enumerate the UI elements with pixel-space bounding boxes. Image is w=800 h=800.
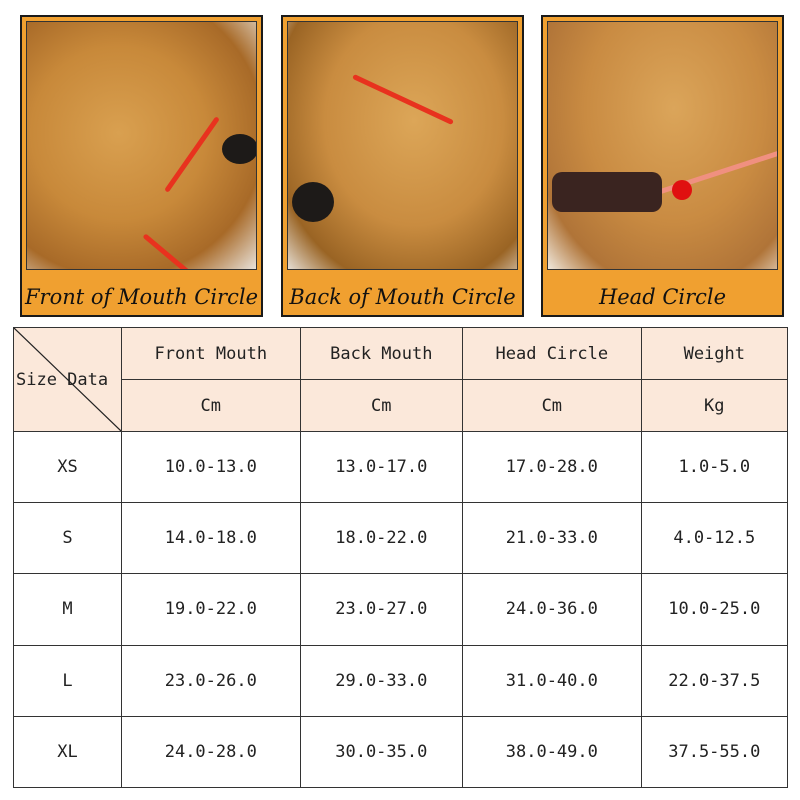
value-cell: 17.0-28.0	[462, 430, 642, 504]
value-cell: 30.0-35.0	[299, 715, 464, 789]
back-mouth-panel: Back of Mouth Circle	[281, 15, 524, 317]
value-cell: 24.0-36.0	[462, 573, 642, 646]
header-head-circle: Head Circle	[462, 327, 642, 380]
corner-cell: Size Data	[13, 327, 122, 432]
table-row: M 19.0-22.0 23.0-27.0 24.0-36.0 10.0-25.0	[13, 573, 789, 646]
value-cell: 19.0-22.0	[121, 573, 301, 646]
front-mouth-panel: Front of Mouth Circle	[20, 15, 263, 317]
value-cell: 23.0-26.0	[121, 644, 301, 717]
value-cell: 22.0-37.5	[640, 644, 789, 717]
value-cell: 4.0-12.5	[640, 502, 789, 575]
size-cell: XS	[13, 430, 122, 504]
value-cell: 31.0-40.0	[462, 644, 642, 717]
value-cell: 1.0-5.0	[640, 430, 789, 504]
panel-label: Back of Mouth Circle	[289, 285, 516, 309]
value-cell: 14.0-18.0	[121, 502, 301, 575]
value-cell: 10.0-13.0	[121, 430, 301, 504]
value-cell: 29.0-33.0	[299, 644, 464, 717]
size-cell: S	[13, 502, 122, 575]
unit-cell: Cm	[462, 379, 642, 432]
size-chart-table: Size Data Front Mouth Back Mouth Head Ci…	[13, 327, 789, 789]
table-row: S 14.0-18.0 18.0-22.0 21.0-33.0 4.0-12.5	[13, 502, 789, 575]
size-cell: XL	[13, 715, 122, 789]
value-cell: 10.0-25.0	[640, 573, 789, 646]
unit-cell: Cm	[299, 379, 464, 432]
head-circle-panel: Head Circle	[541, 15, 784, 317]
header-back-mouth: Back Mouth	[299, 327, 464, 380]
unit-cell: Cm	[121, 379, 301, 432]
value-cell: 21.0-33.0	[462, 502, 642, 575]
header-front-mouth: Front Mouth	[121, 327, 301, 380]
front-mouth-photo	[26, 21, 257, 270]
table-row: XS 10.0-13.0 13.0-17.0 17.0-28.0 1.0-5.0	[13, 430, 789, 504]
corner-label: Size Data	[16, 369, 109, 390]
back-mouth-photo	[287, 21, 518, 270]
value-cell: 23.0-27.0	[299, 573, 464, 646]
panel-label: Head Circle	[598, 285, 727, 309]
size-cell: M	[13, 573, 122, 646]
panel-label: Front of Mouth Circle	[24, 285, 259, 309]
header-weight: Weight	[640, 327, 789, 380]
value-cell: 13.0-17.0	[299, 430, 464, 504]
table-row: L 23.0-26.0 29.0-33.0 31.0-40.0 22.0-37.5	[13, 644, 789, 717]
unit-cell: Kg	[640, 379, 789, 432]
table-row: XL 24.0-28.0 30.0-35.0 38.0-49.0 37.5-55.0	[13, 715, 789, 789]
value-cell: 37.5-55.0	[640, 715, 789, 789]
value-cell: 18.0-22.0	[299, 502, 464, 575]
value-cell: 38.0-49.0	[462, 715, 642, 789]
head-circle-photo	[547, 21, 778, 270]
size-cell: L	[13, 644, 122, 717]
value-cell: 24.0-28.0	[121, 715, 301, 789]
